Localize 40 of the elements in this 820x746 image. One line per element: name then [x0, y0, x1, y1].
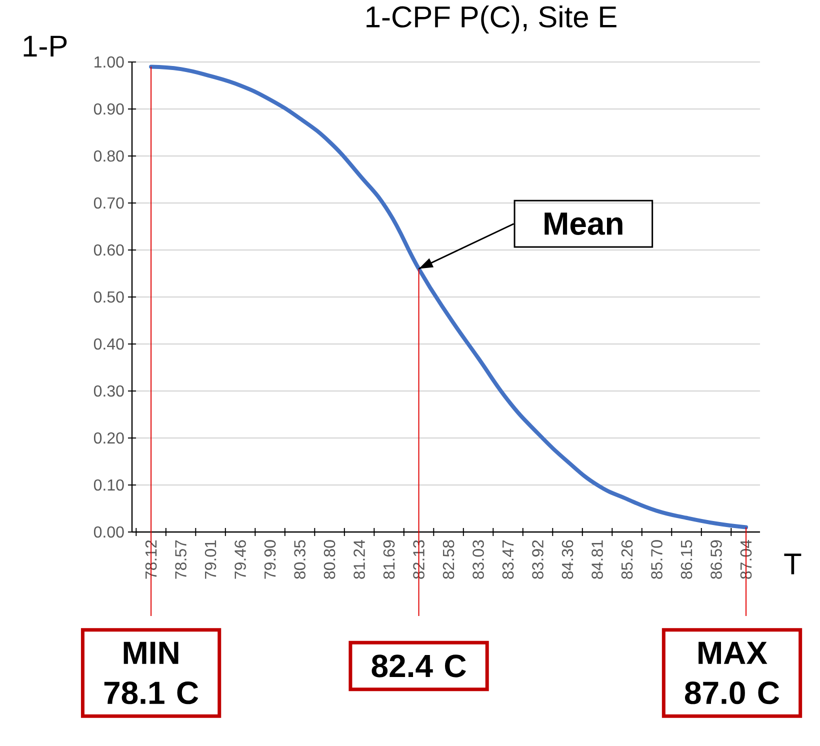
x-tick-label: 83.92 — [532, 540, 544, 579]
x-tick-label: 81.24 — [354, 540, 365, 579]
y-tick-label: 0.30 — [94, 385, 124, 397]
x-axis-title: T — [784, 554, 802, 574]
x-tick-label: 86.59 — [710, 540, 722, 579]
y-tick-label: 0.50 — [94, 291, 124, 303]
y-tick-label: 0.70 — [94, 197, 124, 209]
y-tick-label: 0.60 — [94, 244, 124, 256]
x-tick-label: 80.80 — [324, 540, 336, 579]
y-tick-label: 0.80 — [94, 150, 124, 162]
y-tick-label: 1.00 — [94, 56, 124, 68]
y-tick-label: 0.10 — [94, 479, 124, 491]
x-tick-label: 85.70 — [651, 540, 662, 579]
x-tick-label: 79.46 — [234, 540, 246, 579]
x-tick-label: 79.01 — [204, 540, 216, 579]
text: 82.4 C — [372, 654, 466, 678]
x-tick-label: 81.69 — [383, 540, 395, 579]
line-series — [149, 64, 748, 530]
y-tick-label: 0.00 — [94, 526, 124, 538]
x-tick-label: 85.26 — [621, 540, 633, 579]
x-tick-label: 83.03 — [472, 540, 484, 579]
x-tick-label: 83.47 — [502, 540, 514, 579]
text: MIN 78.1 C — [104, 642, 198, 704]
annotation: Mean — [544, 212, 622, 235]
y-axis-title: 1-P — [24, 36, 67, 56]
y-tick-label: 0.20 — [94, 432, 124, 444]
x-tick-label: 84.81 — [592, 540, 603, 579]
x-tick-label: 78.57 — [175, 540, 186, 579]
x-tick-label: 87.04 — [740, 540, 752, 579]
x-tick-label: 80.35 — [294, 540, 306, 579]
x-tick-label: 79.90 — [264, 540, 276, 579]
annotation: MAX 87.0 C — [684, 642, 780, 704]
x-tick-label: 86.15 — [680, 540, 692, 579]
chart-title: 1-CPF P(C), Site E — [366, 6, 616, 34]
x-tick-label: 78.12 — [145, 540, 157, 579]
x-tick-label: 84.36 — [562, 540, 574, 579]
y-tick-label: 0.90 — [94, 103, 124, 115]
x-tick-label: 82.58 — [442, 540, 454, 579]
y-tick-label: 0.40 — [94, 338, 124, 350]
x-tick-label: 82.13 — [413, 540, 424, 579]
